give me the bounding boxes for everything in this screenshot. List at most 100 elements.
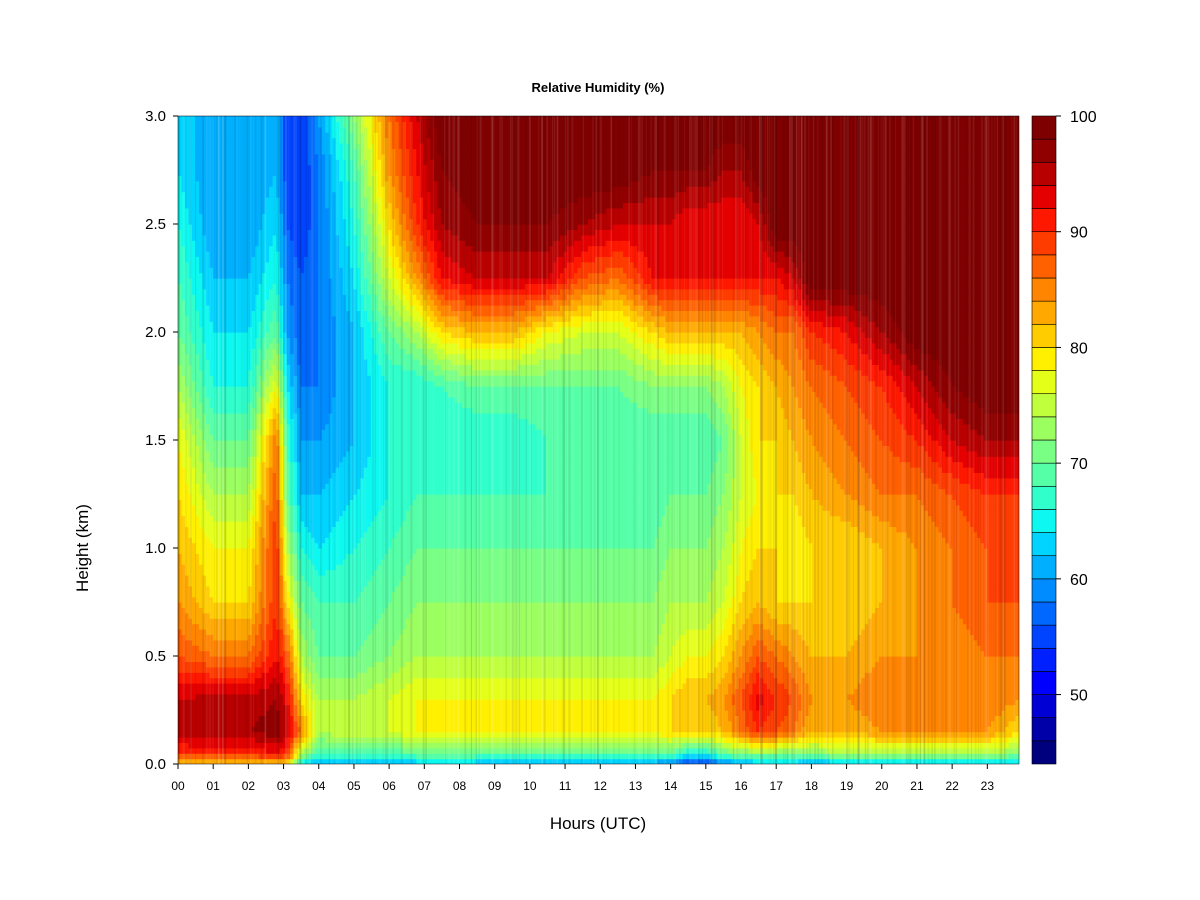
heatmap-cell — [391, 229, 396, 236]
heatmap-cell — [531, 321, 554, 328]
heatmap-cell — [346, 294, 358, 301]
heatmap-cell — [798, 396, 820, 403]
heatmap-cell — [619, 386, 708, 392]
heatmap-cell — [654, 342, 726, 349]
heatmap-cell — [293, 240, 309, 247]
heatmap-streak — [564, 116, 566, 764]
heatmap-cell — [545, 434, 722, 441]
heatmap-cell — [724, 542, 733, 549]
heatmap-cell — [812, 553, 883, 560]
heatmap-cell — [367, 126, 372, 133]
heatmap-cell — [661, 569, 715, 576]
heatmap-cell — [255, 494, 260, 500]
heatmap-cell — [283, 375, 288, 382]
heatmap-cell — [209, 612, 253, 619]
heatmap-cell — [286, 618, 291, 625]
heatmap-cell — [829, 369, 862, 376]
heatmap-cell — [307, 553, 347, 560]
heatmap-cell — [300, 267, 305, 274]
colorbar-swatch — [1031, 740, 1057, 765]
heatmap-cell — [335, 213, 344, 220]
heatmap-cell — [398, 283, 410, 290]
heatmap-streak — [954, 116, 957, 764]
heatmap-cell — [388, 548, 417, 554]
heatmap-cell — [349, 116, 354, 122]
heatmap-cell — [335, 521, 372, 527]
heatmap-cell — [798, 629, 862, 635]
heatmap-streak — [354, 116, 356, 764]
heatmap-cell — [770, 612, 873, 619]
heatmap-cell — [293, 434, 298, 441]
heatmap-cell — [335, 191, 344, 198]
heatmap-cell — [279, 175, 284, 182]
y-tick-label: 3.0 — [145, 108, 166, 125]
heatmap-cell — [178, 450, 183, 457]
heatmap-cell — [335, 153, 344, 160]
heatmap-cell — [195, 440, 207, 446]
heatmap-cell — [423, 256, 431, 263]
heatmap-cell — [286, 747, 291, 754]
heatmap-cell — [875, 661, 1019, 668]
heatmap-cell — [356, 245, 361, 252]
heatmap-cell — [763, 240, 771, 247]
heatmap-cell — [360, 321, 372, 328]
heatmap-cell — [363, 191, 372, 198]
heatmap-cell — [307, 121, 316, 128]
x-tick-label: 16 — [734, 779, 748, 793]
heatmap-cell — [801, 521, 852, 527]
heatmap-cell — [952, 602, 1019, 608]
heatmap-cell — [297, 510, 302, 517]
heatmap-cell — [405, 191, 414, 198]
heatmap-streak — [264, 116, 267, 764]
heatmap-cell — [248, 650, 260, 657]
heatmap-cell — [377, 294, 382, 301]
heatmap-cell — [402, 742, 684, 749]
heatmap-streak — [409, 116, 412, 764]
heatmap-cell — [945, 488, 982, 495]
heatmap-cell — [332, 186, 344, 193]
colorbar-swatch — [1031, 370, 1057, 395]
heatmap-cell — [248, 407, 253, 414]
heatmap-streak — [885, 116, 888, 764]
heatmap-cell — [297, 666, 302, 673]
heatmap-cell — [269, 602, 281, 608]
heatmap-cell — [416, 153, 424, 160]
heatmap-cell — [609, 278, 621, 284]
heatmap-cell — [756, 499, 796, 506]
heatmap-streak — [933, 116, 936, 764]
heatmap-cell — [363, 121, 372, 128]
heatmap-cell — [756, 483, 778, 490]
heatmap-cell — [934, 386, 957, 392]
heatmap-streak — [179, 116, 180, 764]
heatmap-cell — [195, 245, 207, 252]
heatmap-cell — [255, 575, 263, 581]
heatmap-cell — [545, 472, 712, 479]
heatmap-cell — [423, 251, 431, 257]
heatmap-cell — [356, 159, 361, 166]
heatmap-cell — [314, 121, 319, 128]
heatmap-cell — [202, 337, 256, 344]
heatmap-cell — [367, 288, 375, 295]
heatmap-cell — [801, 315, 810, 322]
heatmap-cell — [707, 202, 747, 209]
heatmap-cell — [283, 564, 288, 571]
heatmap-cell — [710, 531, 726, 538]
heatmap-cell — [398, 137, 407, 144]
heatmap-cell — [269, 531, 274, 538]
heatmap-cell — [777, 483, 810, 490]
heatmap-cell — [269, 639, 281, 646]
heatmap-cell — [328, 251, 340, 257]
heatmap-cell — [384, 348, 407, 355]
heatmap-cell — [286, 348, 291, 355]
heatmap-cell — [286, 634, 291, 641]
colorbar-swatch — [1031, 717, 1057, 742]
heatmap-cell — [738, 569, 750, 576]
heatmap-cell — [356, 126, 361, 133]
heatmap-cell — [290, 704, 295, 711]
heatmap-cell — [276, 310, 281, 317]
heatmap-cell — [545, 445, 722, 452]
heatmap-cell — [293, 602, 298, 608]
heatmap-streak — [655, 116, 657, 764]
heatmap-cell — [773, 229, 1019, 236]
heatmap-cell — [976, 402, 1019, 409]
